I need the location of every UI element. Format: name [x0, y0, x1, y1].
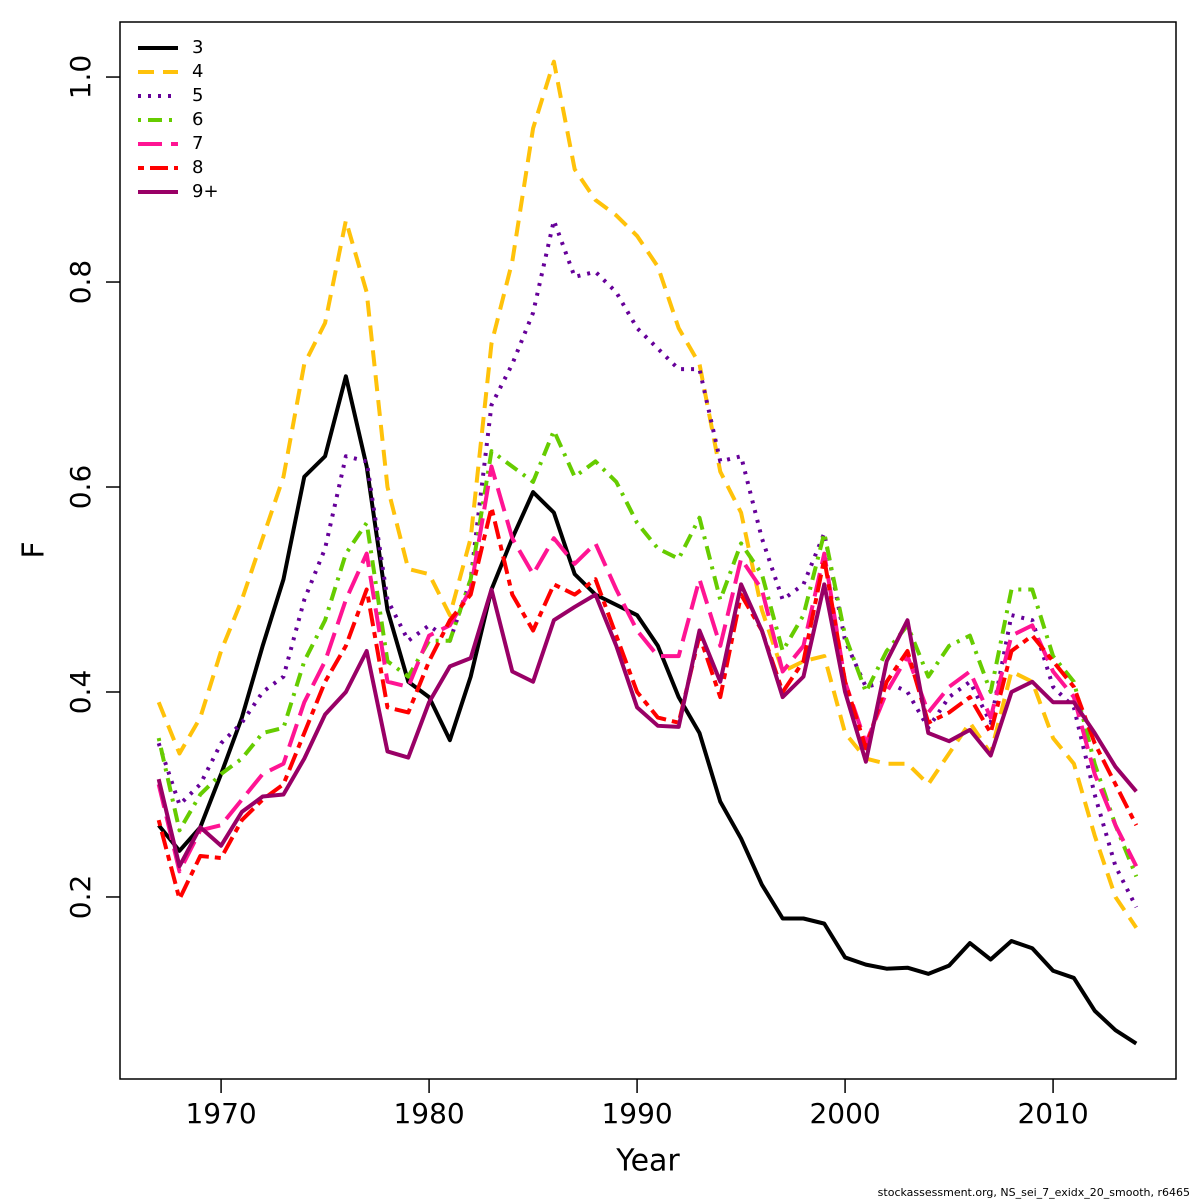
- series-line: [156, 464, 1139, 874]
- x-tick-label: 1970: [185, 1097, 256, 1130]
- legend-label: 5: [192, 85, 203, 106]
- legend-label: 9+: [192, 181, 219, 202]
- series-line: [156, 582, 1138, 869]
- series-line: [156, 218, 1139, 909]
- legend-label: 4: [192, 61, 203, 82]
- legend-label: 7: [192, 133, 203, 154]
- y-tick-label: 0.6: [64, 465, 97, 510]
- footnote: stockassessment.org, NS_sei_7_exidx_20_s…: [878, 1186, 1190, 1199]
- series-line: [157, 374, 1138, 1046]
- y-tick-label: 0.2: [64, 875, 97, 920]
- series-line: [156, 59, 1138, 929]
- y-tick-label: 0.8: [64, 260, 97, 305]
- x-tick-label: 2000: [809, 1097, 880, 1130]
- x-tick-label: 1990: [601, 1097, 672, 1130]
- series-line: [156, 505, 1139, 902]
- series-line: [156, 428, 1139, 878]
- legend-label: 8: [192, 157, 203, 178]
- y-tick-label: 0.4: [64, 670, 97, 715]
- x-tick-label: 2010: [1017, 1097, 1088, 1130]
- x-axis-title: Year: [615, 1144, 680, 1179]
- y-axis-title: F: [17, 541, 52, 558]
- y-tick-label: 1.0: [64, 55, 97, 100]
- plot-frame: [119, 21, 1177, 1080]
- legend-label: 3: [192, 37, 203, 58]
- legend-label: 6: [192, 109, 203, 130]
- x-tick-label: 1980: [393, 1097, 464, 1130]
